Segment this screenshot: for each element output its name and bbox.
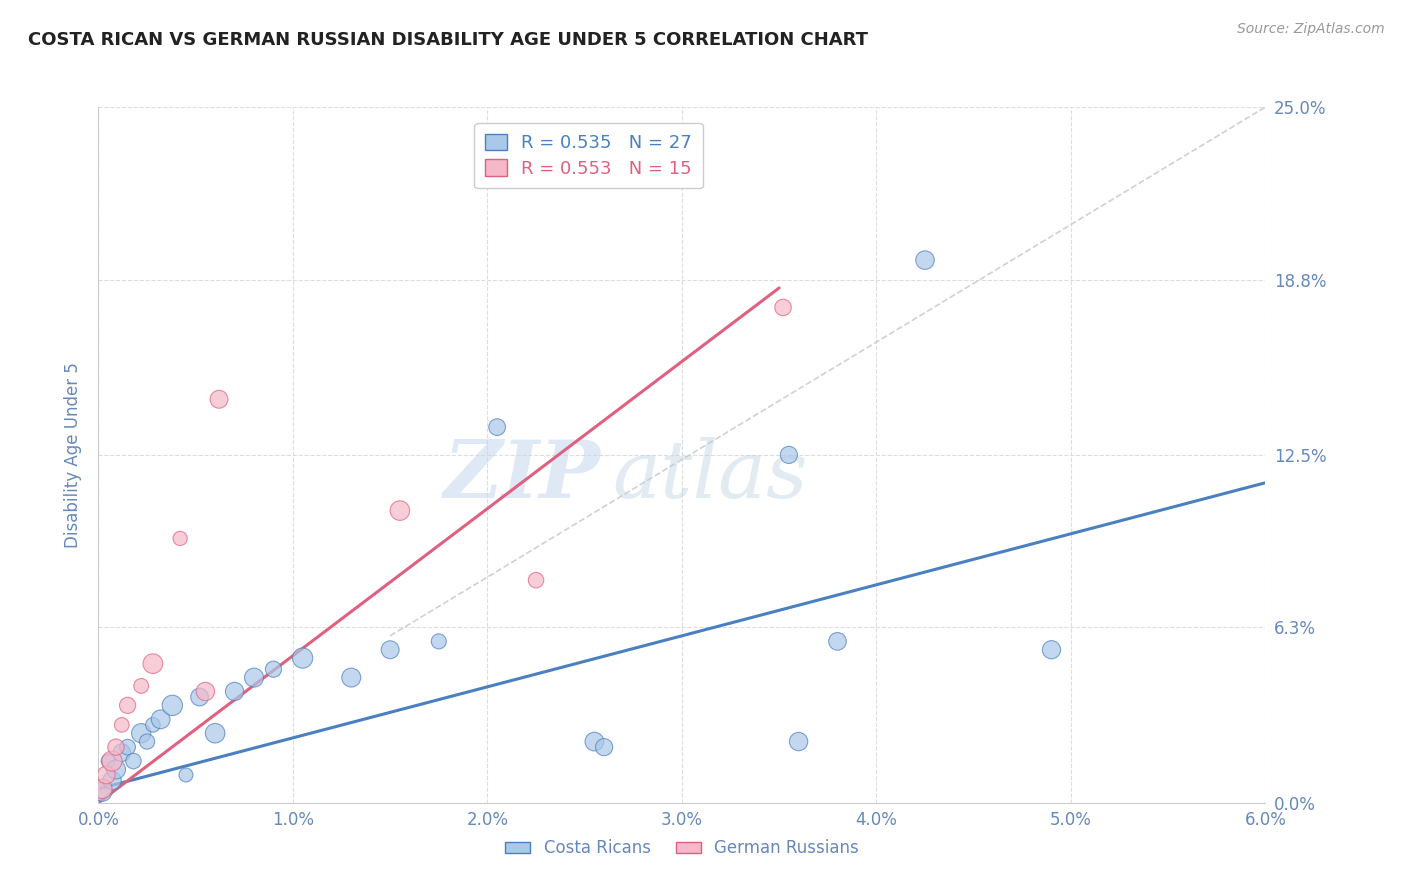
Point [378,642,402,657]
Point [142,718,165,732]
Point [224,684,246,698]
Text: atlas: atlas [612,437,807,515]
Point [136,734,159,748]
Point [122,754,145,768]
Point [827,634,849,648]
Point [208,392,231,407]
Point [772,301,794,315]
Point [97,754,120,768]
Point [340,671,363,685]
Point [117,740,139,755]
Point [169,532,191,546]
Point [1040,642,1063,657]
Point [96,768,118,782]
Point [91,781,114,796]
Point [129,679,152,693]
Point [681,128,703,142]
Point [111,718,134,732]
Point [101,773,124,788]
Point [787,734,810,748]
Point [117,698,139,713]
Legend: Costa Ricans, German Russians: Costa Ricans, German Russians [499,833,865,864]
Point [194,684,217,698]
Point [486,420,509,434]
Point [243,671,266,685]
Point [914,253,936,268]
Point [204,726,226,740]
Point [111,746,134,760]
Point [188,690,211,704]
Point [778,448,800,462]
Text: ZIP: ZIP [443,437,600,515]
Y-axis label: Disability Age Under 5: Disability Age Under 5 [63,362,82,548]
Text: COSTA RICAN VS GERMAN RUSSIAN DISABILITY AGE UNDER 5 CORRELATION CHART: COSTA RICAN VS GERMAN RUSSIAN DISABILITY… [28,31,868,49]
Point [262,662,284,676]
Point [142,657,165,671]
Point [583,734,606,748]
Point [101,754,124,768]
Point [174,768,197,782]
Point [162,698,184,713]
Point [388,503,411,517]
Point [524,573,547,587]
Text: Source: ZipAtlas.com: Source: ZipAtlas.com [1237,22,1385,37]
Point [104,763,127,777]
Point [427,634,450,648]
Point [291,651,314,665]
Point [129,726,152,740]
Point [91,785,114,799]
Point [593,740,616,755]
Point [149,712,172,726]
Point [104,740,127,755]
